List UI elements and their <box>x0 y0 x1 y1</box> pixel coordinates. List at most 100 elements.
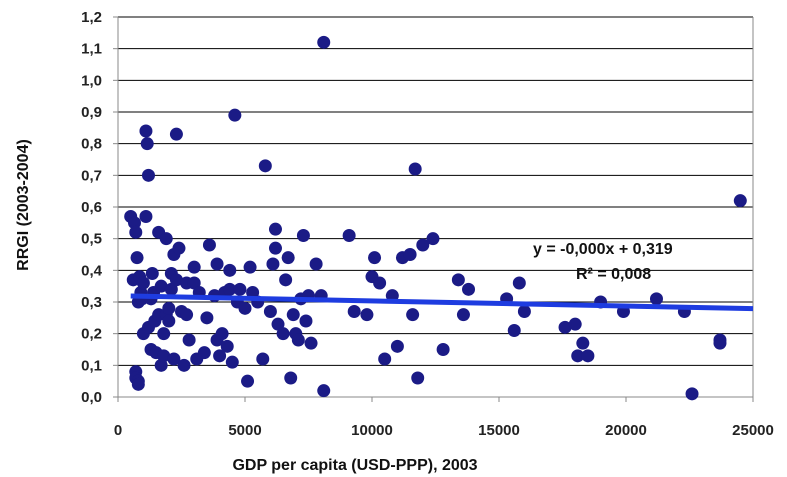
data-point <box>373 276 387 290</box>
data-point <box>368 251 382 265</box>
trendline <box>130 293 754 312</box>
data-point <box>154 279 168 293</box>
y-tick-label: 0,2 <box>81 326 102 343</box>
data-point <box>187 260 201 274</box>
y-tick-labels: 0,0 0,1 0,2 0,3 0,4 0,5 0,6 0,7 0,8 0,9 1,0 1,1 1,2 <box>81 9 103 406</box>
data-point <box>576 336 590 350</box>
data-point <box>172 241 186 255</box>
data-point <box>141 168 155 182</box>
data-point <box>406 308 420 322</box>
data-point <box>317 35 331 49</box>
data-point <box>581 349 595 363</box>
r-squared-label: R² = 0,008 <box>576 266 651 283</box>
data-point <box>512 276 526 290</box>
data-point <box>182 333 196 347</box>
data-point <box>162 301 176 315</box>
y-tick-label: 0,4 <box>81 262 103 279</box>
data-point <box>241 374 255 388</box>
data-point <box>268 241 282 255</box>
data-point <box>169 273 183 287</box>
y-tick-label: 0,9 <box>81 104 102 121</box>
data-point <box>685 387 699 401</box>
data-point <box>258 159 272 173</box>
data-point <box>243 260 257 274</box>
y-axis-title: RRGI (2003-2004) <box>15 139 32 271</box>
data-point <box>238 301 252 315</box>
data-point <box>426 232 440 246</box>
data-point <box>246 286 260 299</box>
trendline-equation: y = -0,000x + 0,319 <box>533 241 673 258</box>
data-point <box>162 314 176 328</box>
data-point <box>571 349 585 363</box>
data-point <box>139 210 153 223</box>
data-point <box>225 355 239 369</box>
data-point <box>263 305 277 318</box>
data-point <box>271 317 285 331</box>
data-point <box>416 238 430 252</box>
data-point <box>223 263 237 277</box>
data-point <box>378 352 392 366</box>
data-point <box>164 282 178 296</box>
data-point <box>507 324 521 337</box>
data-point <box>202 238 216 252</box>
data-point <box>210 257 224 271</box>
data-point <box>456 308 470 322</box>
data-point <box>408 162 422 176</box>
data-point <box>157 349 171 363</box>
data-point <box>649 292 663 306</box>
y-tick-label: 0,8 <box>81 136 102 153</box>
data-point <box>266 257 280 271</box>
data-point <box>568 317 582 331</box>
data-point <box>157 327 171 341</box>
x-axis-title: GDP per capita (USD-PPP), 2003 <box>232 457 477 474</box>
x-tick-label: 15000 <box>478 422 520 439</box>
data-point <box>411 371 425 385</box>
data-point <box>342 229 356 242</box>
data-point <box>517 305 531 318</box>
data-point <box>279 273 293 287</box>
grid-lines <box>118 16 753 366</box>
data-point <box>286 308 300 322</box>
data-point <box>390 339 404 353</box>
data-point <box>140 137 154 151</box>
data-point <box>128 216 142 230</box>
data-point <box>268 222 282 236</box>
data-point <box>145 267 159 280</box>
y-tick-label: 0,7 <box>81 167 102 184</box>
data-point <box>197 346 211 360</box>
x-tick-labels: 0 5000 10000 15000 20000 25000 <box>114 422 774 439</box>
data-point <box>159 232 173 246</box>
data-point <box>451 273 465 287</box>
data-point <box>360 308 374 322</box>
data-point <box>130 251 144 265</box>
data-point <box>403 248 417 261</box>
data-point <box>233 282 247 296</box>
data-point <box>129 225 143 239</box>
data-point <box>136 276 150 290</box>
data-points <box>124 35 747 401</box>
data-point <box>284 371 298 385</box>
data-point <box>462 282 476 296</box>
data-point <box>347 305 361 318</box>
data-point <box>436 343 450 356</box>
data-point <box>228 108 242 122</box>
x-tick-label: 20000 <box>605 422 647 439</box>
y-tick-label: 1,1 <box>81 41 102 58</box>
data-point <box>733 194 747 208</box>
data-point <box>281 251 295 265</box>
data-point <box>309 257 323 271</box>
data-point <box>167 352 181 366</box>
data-point <box>180 308 194 322</box>
data-point <box>177 358 191 372</box>
y-tick-label: 0,3 <box>81 294 102 311</box>
data-point <box>299 314 313 328</box>
data-point <box>223 282 237 296</box>
data-point <box>131 377 145 391</box>
data-point <box>256 352 270 366</box>
data-point <box>558 320 572 334</box>
y-tick-label: 0,1 <box>81 357 102 374</box>
data-point <box>169 127 183 141</box>
x-tick-label: 5000 <box>228 422 261 439</box>
